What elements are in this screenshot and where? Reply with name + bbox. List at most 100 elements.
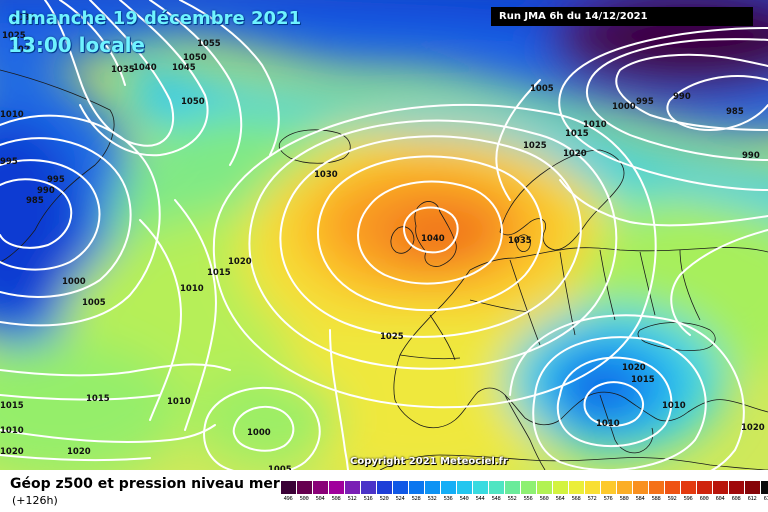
scale-step: 616: [760, 481, 768, 502]
isobar-label: 1055: [197, 39, 221, 49]
scale-step: 500: [296, 481, 312, 502]
scale-step: 524: [392, 481, 408, 502]
scale-label: 564: [555, 496, 565, 502]
scale-swatch: [296, 481, 312, 494]
scale-step: 580: [616, 481, 632, 502]
scale-swatch: [728, 481, 744, 494]
isobar-label: 990: [742, 151, 760, 161]
scale-swatch: [504, 481, 520, 494]
scale-step: 568: [568, 481, 584, 502]
scale-swatch: [488, 481, 504, 494]
map-title: Géop z500 et pression niveau mer: [10, 476, 280, 492]
scale-step: 528: [408, 481, 424, 502]
isobar-label: 995: [636, 97, 654, 107]
scale-step: 496: [280, 481, 296, 502]
forecast-lead-time: (+126h): [12, 494, 58, 507]
copyright-label: Copyright 2021 Meteociel.fr: [350, 456, 508, 467]
isobar-label: 1040: [133, 63, 157, 73]
scale-step: 552: [504, 481, 520, 502]
scale-step: 592: [664, 481, 680, 502]
scale-step: 608: [728, 481, 744, 502]
isobar-label: 1015: [565, 129, 589, 139]
isobar-label: 995: [0, 157, 18, 167]
scale-label: 548: [491, 496, 501, 502]
forecast-date: dimanche 19 décembre 2021: [8, 8, 302, 29]
scale-swatch: [392, 481, 408, 494]
scale-swatch: [520, 481, 536, 494]
scale-step: 532: [424, 481, 440, 502]
isobar-label: 1020: [741, 423, 765, 433]
scale-swatch: [616, 481, 632, 494]
scale-swatch: [344, 481, 360, 494]
isobar-label: 1025: [2, 31, 26, 41]
scale-label: 556: [523, 496, 533, 502]
geopotential-color-scale: 496 500 504 508 512 516 520 524 528 532 536 540 544 5…: [280, 481, 768, 502]
scale-swatch: [440, 481, 456, 494]
geopotential-field: 1030102510201055105010451040103510501010…: [0, 0, 768, 470]
isobar-label: 1015: [86, 394, 110, 404]
legend-bar: Géop z500 et pression niveau mer (+126h)…: [0, 470, 768, 512]
isobar-label: 1010: [583, 120, 607, 130]
isobar-label: 1020: [622, 363, 646, 373]
scale-step: 556: [520, 481, 536, 502]
isobar-label: 1020: [0, 447, 24, 457]
scale-step: 584: [632, 481, 648, 502]
scale-step: 600: [696, 481, 712, 502]
isobar-label: 1030: [12, 13, 36, 23]
isobar-label: 1045: [172, 63, 196, 73]
scale-label: 568: [571, 496, 581, 502]
scale-swatch: [424, 481, 440, 494]
scale-step: 576: [600, 481, 616, 502]
isobar-label: 985: [726, 107, 744, 117]
isobar-label: 1005: [268, 465, 292, 470]
scale-label: 580: [619, 496, 629, 502]
scale-label: 504: [315, 496, 325, 502]
isobar-label: 1010: [167, 397, 191, 407]
isobar-label: 1005: [82, 298, 106, 308]
scale-step: 572: [584, 481, 600, 502]
isobar-label: 1010: [596, 419, 620, 429]
isobar-label: 1010: [0, 426, 24, 436]
isobar-label: 985: [26, 196, 44, 206]
forecast-map: 1030102510201055105010451040103510501010…: [0, 0, 768, 470]
isobar-label: 1015: [0, 401, 24, 411]
isobar-label: 1000: [62, 277, 86, 287]
scale-label: 532: [427, 496, 437, 502]
scale-swatch: [456, 481, 472, 494]
scale-label: 496: [283, 496, 293, 502]
scale-label: 560: [539, 496, 549, 502]
scale-step: 612: [744, 481, 760, 502]
isobar-label: 1020: [563, 149, 587, 159]
scale-label: 516: [363, 496, 373, 502]
scale-swatch: [280, 481, 296, 494]
scale-swatch: [632, 481, 648, 494]
isobar-label: 1025: [380, 332, 404, 342]
scale-swatch: [680, 481, 696, 494]
scale-step: 520: [376, 481, 392, 502]
isobar-label: 1010: [0, 110, 24, 120]
run-info-label: Run JMA 6h du 14/12/2021: [491, 7, 753, 26]
scale-swatch: [568, 481, 584, 494]
isobar-label: 1000: [247, 428, 271, 438]
scale-step: 512: [344, 481, 360, 502]
scale-label: 512: [347, 496, 357, 502]
isobar-label: 1025: [523, 141, 547, 151]
scale-swatch: [376, 481, 392, 494]
isobar-labels: 1030102510201055105010451040103510501010…: [0, 13, 765, 470]
scale-label: 500: [299, 496, 309, 502]
isobar-label: 1000: [612, 102, 636, 112]
isobar-label: 1010: [180, 284, 204, 294]
isobar-label: 1030: [314, 170, 338, 180]
scale-label: 528: [411, 496, 421, 502]
scale-label: 588: [651, 496, 661, 502]
isobar-label: 1005: [530, 84, 554, 94]
scale-label: 604: [715, 496, 725, 502]
isobar-label: 1020: [67, 447, 91, 457]
scale-swatch: [744, 481, 760, 494]
scale-swatch: [696, 481, 712, 494]
scale-label: 524: [395, 496, 405, 502]
scale-label: 600: [699, 496, 709, 502]
isobar-label: 1015: [631, 375, 655, 385]
scale-step: 588: [648, 481, 664, 502]
